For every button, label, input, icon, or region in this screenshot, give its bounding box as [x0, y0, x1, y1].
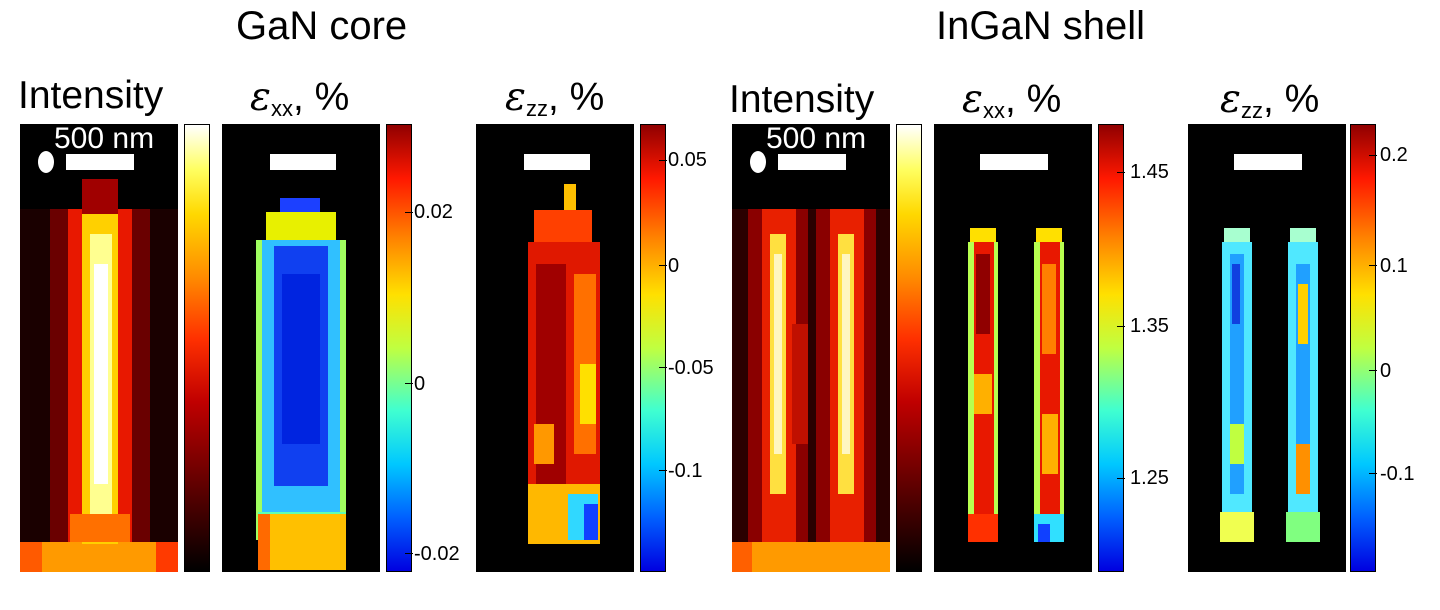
tick	[1369, 473, 1377, 474]
shell-exx-colorbar	[1098, 124, 1124, 572]
tick	[659, 470, 667, 471]
scale-bar	[980, 154, 1048, 170]
core-exx-colorbar	[386, 124, 412, 572]
shell-ezz-colorbar	[1350, 124, 1376, 572]
scale-bar	[524, 154, 590, 170]
tick	[659, 367, 667, 368]
shell-exx-map	[934, 124, 1092, 572]
core-exx-label: εxx, %	[250, 75, 350, 121]
scale-bar-label: 500 nm	[766, 124, 867, 155]
core-intensity-map: 500 nm	[20, 124, 178, 572]
focus-spot-icon	[38, 151, 54, 173]
shell-exx-label: εxx, %	[962, 77, 1062, 123]
tick	[405, 383, 413, 384]
shell-exx-tick: 1.45	[1130, 161, 1169, 183]
tick	[1117, 478, 1125, 479]
shell-ezz-tick: 0	[1380, 360, 1392, 382]
core-ezz-colorbar	[640, 124, 666, 572]
ingan-shell-title: InGaN shell	[936, 4, 1145, 48]
shell-exx-tick: 1.25	[1130, 467, 1169, 489]
tick	[1369, 155, 1377, 156]
shell-ezz-tick: 0.2	[1380, 144, 1408, 166]
scale-bar	[270, 154, 336, 170]
tick	[1369, 370, 1377, 371]
scale-bar-label: 500 nm	[54, 124, 155, 155]
tick	[405, 212, 413, 213]
tick	[1117, 326, 1125, 327]
tick	[405, 553, 413, 554]
core-intensity-colorbar	[184, 124, 210, 572]
core-exx-map	[222, 124, 380, 572]
core-exx-tick: 0	[414, 373, 426, 395]
focus-spot-icon	[750, 151, 766, 173]
core-ezz-tick: -0.1	[668, 460, 703, 482]
scale-bar	[66, 154, 134, 170]
scale-bar	[1234, 154, 1302, 170]
core-ezz-tick: 0.05	[668, 149, 707, 171]
shell-ezz-tick: -0.1	[1380, 463, 1415, 485]
shell-intensity-map: 500 nm	[732, 124, 890, 572]
tick	[1369, 265, 1377, 266]
core-intensity-label: Intensity	[18, 74, 164, 117]
core-ezz-label: εzz, %	[505, 75, 605, 121]
core-ezz-map	[476, 124, 634, 572]
core-exx-tick: -0.02	[414, 543, 460, 565]
shell-ezz-tick: 0.1	[1380, 255, 1408, 277]
tick	[659, 265, 667, 266]
shell-intensity-label: Intensity	[729, 78, 875, 121]
shell-ezz-map	[1188, 124, 1346, 572]
shell-intensity-colorbar	[896, 124, 922, 572]
core-exx-tick: 0.02	[414, 201, 453, 223]
tick	[1117, 172, 1125, 173]
core-ezz-tick: 0	[668, 255, 680, 277]
scale-bar	[778, 154, 846, 170]
tick	[659, 160, 667, 161]
gan-core-title: GaN core	[236, 4, 408, 48]
core-ezz-tick: -0.05	[668, 357, 714, 379]
shell-exx-tick: 1.35	[1130, 315, 1169, 337]
shell-ezz-label: εzz, %	[1220, 77, 1320, 123]
